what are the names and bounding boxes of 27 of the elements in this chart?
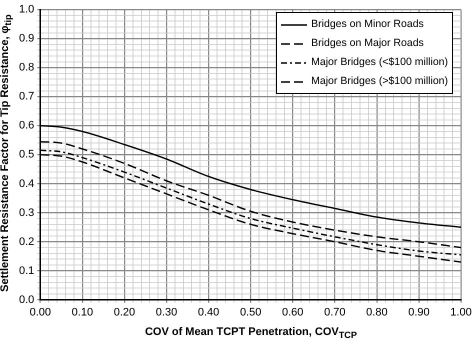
y-tick-label: 1.0	[18, 4, 34, 16]
x-tick-label: 0.20	[114, 306, 136, 318]
x-tick-label: 1.00	[450, 306, 472, 318]
legend-label: Bridges on Major Roads	[311, 36, 424, 51]
x-tick-label: 0.70	[324, 306, 346, 318]
legend-label: Major Bridges (<$100 million)	[311, 55, 448, 70]
legend-label: Bridges on Minor Roads	[311, 17, 424, 32]
y-tick-label: 0.9	[18, 32, 34, 45]
y-tick-label: 0.3	[18, 206, 34, 219]
x-tick-label: 0.00	[30, 306, 51, 318]
y-tick-label: 0.5	[18, 148, 34, 161]
x-tick-label: 0.10	[72, 306, 94, 318]
y-tick-label: 0.2	[18, 236, 34, 248]
x-tick-label: 0.80	[366, 306, 388, 318]
x-tick-label: 0.90	[408, 306, 430, 318]
y-tick-label: 0.7	[18, 90, 34, 103]
x-axis-title: COV of Mean TCPT Penetration, COV$_{TCP}$	[144, 326, 358, 340]
x-tick-label: 0.50	[240, 306, 262, 318]
x-tick-label: 0.60	[282, 306, 304, 318]
y-tick-label: 0.8	[18, 62, 34, 74]
legend-label: Major Bridges (>$100 million)	[311, 74, 448, 89]
y-tick-label: 0.1	[18, 264, 34, 277]
x-tick-label: 0.30	[156, 306, 178, 318]
y-tick-label: 0.0	[18, 294, 34, 306]
y-tick-label: 0.4	[18, 178, 34, 190]
x-tick-label: 0.40	[198, 306, 220, 318]
y-tick-label: 0.6	[18, 120, 34, 132]
